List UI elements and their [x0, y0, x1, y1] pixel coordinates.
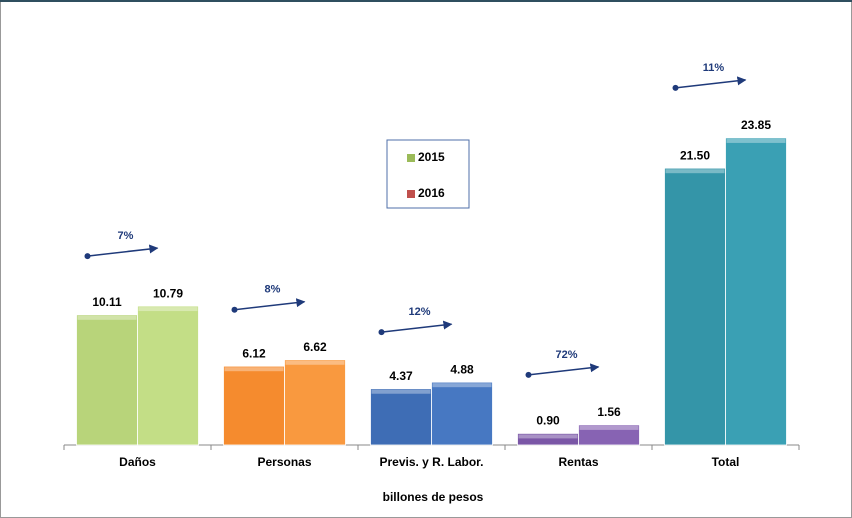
bar-cap	[77, 315, 137, 320]
growth-label: 8%	[265, 284, 281, 296]
bar-cap	[665, 169, 725, 174]
bar-cap	[138, 307, 198, 312]
legend-label: 2015	[418, 150, 445, 164]
value-label: 4.37	[389, 369, 413, 383]
value-label: 10.79	[153, 286, 183, 300]
growth-arrow	[84, 244, 159, 260]
value-label: 10.11	[92, 295, 122, 309]
bar	[578, 424, 640, 446]
bar	[370, 388, 432, 446]
value-label: 21.50	[680, 148, 710, 162]
x-tick-label: Daños	[119, 455, 156, 469]
bar-cap	[726, 138, 786, 143]
growth-label: 11%	[703, 62, 725, 74]
x-tick-label: Personas	[257, 455, 311, 469]
bar-cap	[518, 434, 578, 439]
value-label: 6.12	[242, 346, 266, 360]
x-tick-label: Previs. y R. Labor.	[379, 455, 483, 469]
value-label: 6.62	[303, 340, 327, 354]
bar	[76, 314, 138, 446]
x-tick-label: Rentas	[558, 455, 598, 469]
growth-label: 72%	[555, 349, 577, 361]
legend-swatch	[407, 190, 415, 198]
legend-box	[386, 139, 470, 209]
value-label: 4.88	[450, 362, 474, 376]
bar	[223, 365, 285, 446]
legend-swatch	[407, 154, 415, 162]
growth-label: 12%	[408, 306, 430, 318]
x-tick-label: Total	[712, 455, 740, 469]
growth-label: 7%	[118, 230, 134, 242]
bar-cap	[285, 360, 345, 365]
value-label: 1.56	[597, 405, 621, 419]
bar	[284, 359, 346, 446]
growth-arrow	[231, 298, 306, 313]
value-label: 23.85	[741, 118, 771, 132]
bar	[137, 305, 199, 446]
bar	[664, 167, 726, 446]
value-label: 0.90	[536, 414, 560, 428]
growth-arrow	[525, 363, 600, 378]
bar	[725, 137, 787, 446]
bar-cap	[371, 389, 431, 394]
growth-arrow	[378, 320, 453, 336]
growth-arrow	[672, 76, 747, 91]
bar-cap	[579, 425, 639, 430]
legend-label: 2016	[418, 186, 445, 200]
bar-cap	[224, 367, 284, 372]
x-axis-label: billones de pesos	[383, 490, 484, 504]
bar	[431, 381, 493, 446]
bar-cap	[432, 383, 492, 388]
